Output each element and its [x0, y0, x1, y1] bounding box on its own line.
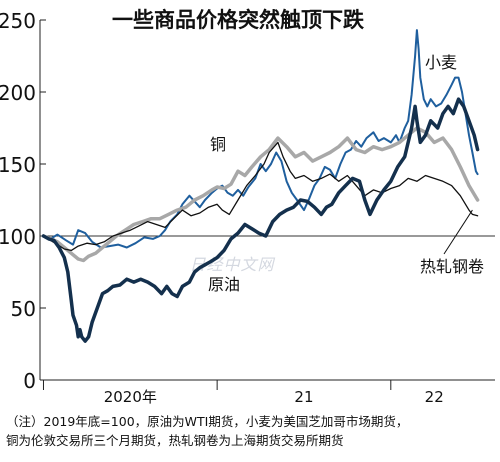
y-tick-label: 200	[0, 81, 36, 105]
series-line-原油	[41, 97, 480, 343]
series-label-bg	[208, 134, 229, 154]
series-label-bg	[418, 256, 490, 276]
footnote-line-2: 铜为伦敦交易所三个月期货，热轧钢卷为上海期货交易所期货	[6, 433, 344, 448]
y-tick-label: 250	[0, 9, 36, 33]
series-label: 小麦	[425, 53, 457, 72]
series-label-bg	[423, 52, 461, 72]
x-tick-label: 2020年	[104, 388, 157, 406]
y-axis: 0 50 100 150 200 250	[0, 9, 46, 393]
series-label-bg	[206, 274, 244, 294]
x-tick-label: 22	[425, 388, 444, 406]
y-tick-label: 100	[0, 225, 36, 249]
series-line-小麦	[42, 29, 479, 249]
chart-title: 一些商品价格突然触顶下跌	[112, 8, 364, 32]
footnote: （注）2019年底=100，原油为WTI期货，小麦为美国芝加哥市场期货， 铜为伦…	[6, 412, 496, 450]
series-label: 原油	[208, 275, 240, 294]
footnote-line-1: （注）2019年底=100，原油为WTI期货，小麦为美国芝加哥市场期货，	[6, 414, 409, 429]
x-axis: 2020年 21 22	[40, 379, 495, 406]
series-layer	[41, 29, 480, 343]
series-line-铜	[41, 126, 480, 263]
series-label: 热轧钢卷	[420, 257, 484, 276]
y-tick-label: 50	[11, 297, 36, 321]
y-tick-label: 0	[23, 369, 36, 393]
x-tick-label: 21	[294, 388, 313, 406]
label-leader-hot-rolled-coil	[443, 209, 473, 255]
y-tick-label: 150	[0, 153, 36, 177]
series-label: 铜	[210, 135, 226, 154]
series-line-热轧钢卷	[42, 141, 479, 252]
